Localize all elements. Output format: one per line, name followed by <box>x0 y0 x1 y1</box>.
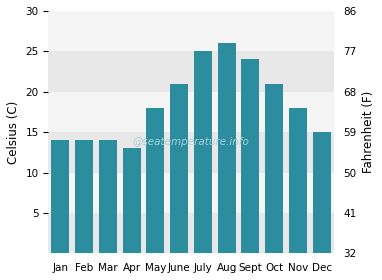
Bar <box>146 108 164 253</box>
Bar <box>194 51 212 253</box>
Y-axis label: Celsius (C): Celsius (C) <box>7 101 20 164</box>
Bar <box>218 43 236 253</box>
Bar <box>52 140 69 253</box>
Text: @seatemperature.info: @seatemperature.info <box>133 137 249 147</box>
Bar <box>49 172 333 213</box>
Bar <box>49 132 333 172</box>
Bar <box>49 213 333 253</box>
Bar <box>289 108 307 253</box>
Bar <box>99 140 117 253</box>
Bar <box>241 59 259 253</box>
Y-axis label: Fahrenheit (F): Fahrenheit (F) <box>362 91 375 173</box>
Bar <box>265 84 283 253</box>
Bar <box>49 92 333 132</box>
Bar <box>313 132 330 253</box>
Bar <box>49 11 333 51</box>
Bar <box>170 84 188 253</box>
Bar <box>75 140 93 253</box>
Bar <box>49 51 333 92</box>
Bar <box>123 148 141 253</box>
